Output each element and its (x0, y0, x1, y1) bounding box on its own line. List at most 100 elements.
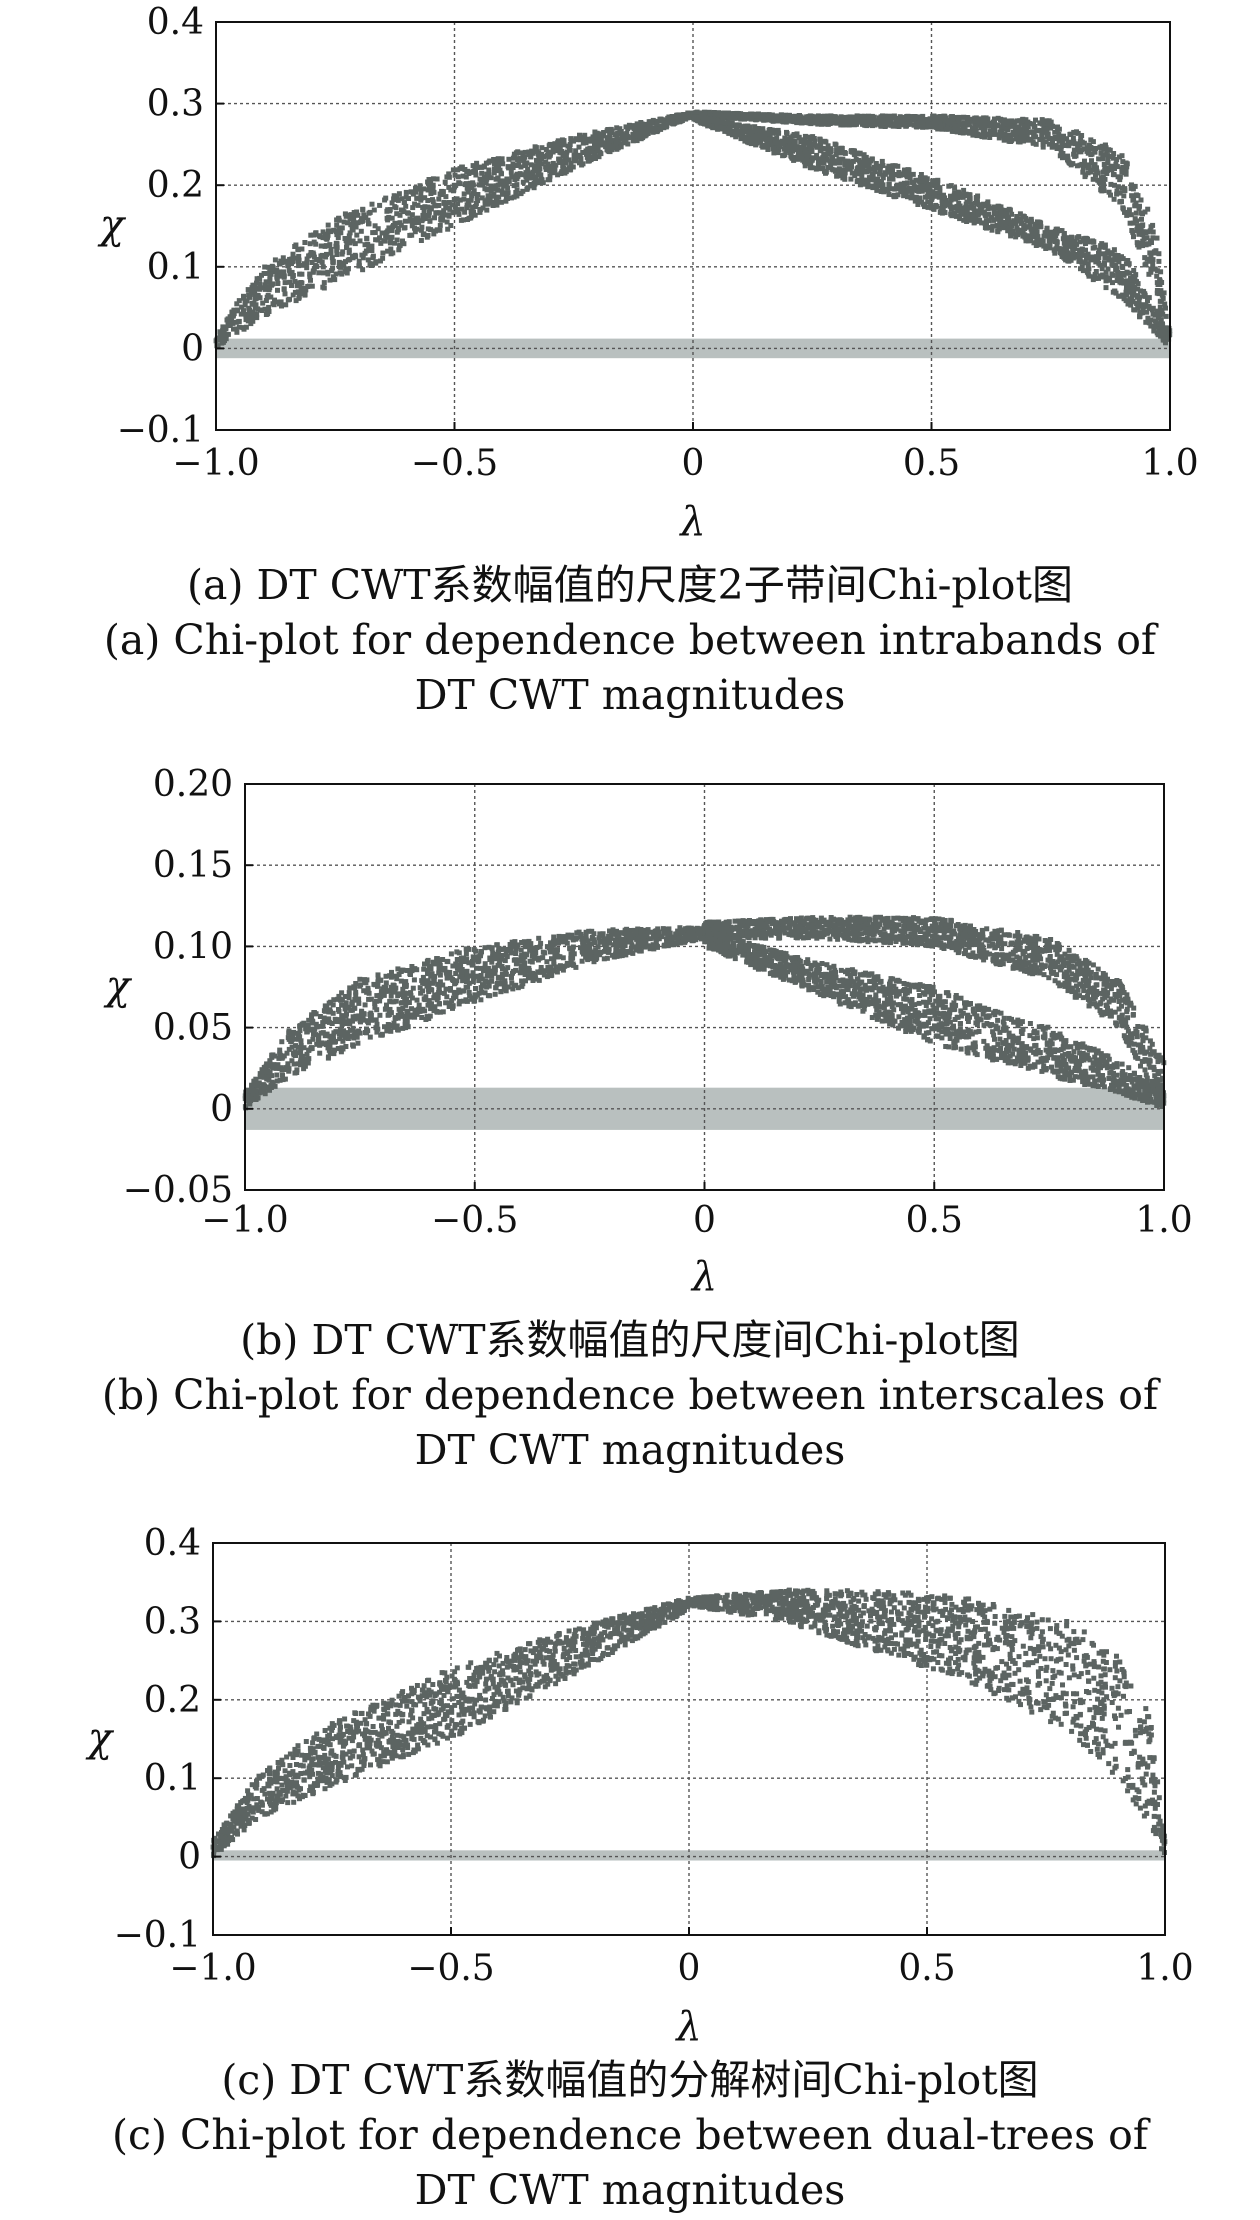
chart-a-point (217, 329, 223, 335)
chart-a-point (513, 173, 519, 179)
chart-a-point (1033, 224, 1039, 230)
chart-a-point (268, 294, 274, 300)
chart-a-point (913, 185, 919, 191)
chart-a-point (1019, 127, 1025, 133)
chart-b-point (317, 1050, 323, 1056)
chart-a-point (333, 271, 339, 277)
chart-a-point (592, 141, 597, 146)
chart-a-point (1075, 144, 1081, 150)
chart-a-point (1130, 183, 1136, 189)
chart-a-point (1118, 273, 1124, 279)
chart-a-point (722, 128, 728, 134)
chart-a-point (549, 164, 555, 170)
chart-a-point (479, 195, 485, 201)
chart-a-point (948, 193, 953, 199)
chart-a-point (1085, 251, 1091, 257)
chart-a-point (1039, 121, 1045, 127)
chart-a-point (1071, 130, 1077, 136)
chart-a-point (995, 228, 1001, 234)
chart-a-point (925, 199, 931, 205)
chart-a-point (401, 199, 407, 205)
chart-a-point (775, 150, 781, 156)
chart-a-point (738, 132, 744, 137)
chart-b-point (656, 936, 662, 942)
chart-a-point (299, 246, 305, 252)
chart-a-point (296, 263, 302, 269)
chart-a-point (1124, 164, 1130, 170)
chart-a-point (432, 215, 437, 221)
chart-a-point (320, 235, 326, 241)
chart-a-point (909, 185, 915, 191)
chart-a-point (1109, 154, 1115, 159)
chart-a-point (323, 243, 329, 249)
chart-b-point (489, 946, 495, 952)
chart-a-point (1107, 147, 1113, 153)
chart-a-point (1119, 185, 1125, 191)
chart-a-point (991, 126, 996, 132)
chart-a-point (1149, 307, 1155, 313)
chart-a-point (443, 194, 449, 200)
chart-a-point (505, 164, 511, 170)
chart-a-point (270, 264, 276, 270)
chart-a-point (866, 116, 872, 122)
chart-a-point (750, 135, 756, 141)
chart-a-point (1089, 254, 1094, 260)
chart-a-point (324, 236, 330, 242)
chart-b-point (304, 1051, 310, 1057)
chart-b-point (696, 926, 702, 932)
chart-a-point (481, 163, 487, 169)
chart-a-point (381, 238, 387, 244)
chart-a-point (559, 137, 565, 143)
chart-a-point (335, 228, 341, 234)
chart-a-point (523, 163, 529, 168)
chart-a-point (1103, 285, 1109, 291)
chart-a-point (556, 159, 562, 165)
chart-a-point (1156, 251, 1162, 257)
chart-a-point (1138, 288, 1143, 294)
chart-a-point (356, 258, 362, 264)
chart-a-point (981, 201, 987, 207)
chart-b-point (385, 1022, 391, 1027)
chart-a-point (266, 304, 272, 310)
chart-a-point (539, 145, 545, 151)
chart-b-point (340, 1038, 346, 1044)
chart-a-point (578, 137, 583, 143)
chart-a-point (365, 241, 371, 247)
chart-a-point (1002, 131, 1008, 137)
chart-a-point (484, 171, 490, 177)
chart-a-point (471, 168, 477, 174)
chart-b-point (294, 1067, 300, 1073)
chart-a-point (842, 150, 848, 156)
chart-a-point (743, 115, 749, 121)
chart-a-point (615, 145, 621, 151)
chart-a-point (1086, 273, 1092, 279)
chart-a-point (314, 264, 320, 270)
chart-a-point (580, 140, 586, 146)
chart-a-point (888, 117, 894, 123)
chart-a-point (384, 234, 390, 240)
chart-a-point (386, 214, 392, 220)
chart-a-point (895, 163, 901, 169)
chart-a-point (722, 125, 728, 131)
chart-a-ytick-label: −0.1 (117, 410, 204, 451)
chart-a-point (885, 188, 891, 194)
chart-a-point (633, 131, 639, 137)
chart-a-point (1077, 139, 1083, 145)
chart-a-point (1135, 293, 1141, 299)
chart-a-ytick-label: 0.2 (147, 165, 204, 206)
chart-b-point (330, 1002, 336, 1008)
chart-a-point (1070, 161, 1076, 167)
chart-a-point (1103, 269, 1109, 275)
chart-a-point (1137, 203, 1142, 209)
chart-a-point (1156, 315, 1161, 321)
chart-a-point (1020, 132, 1026, 138)
chart-a-point (373, 237, 379, 243)
chart-a-point (1057, 153, 1063, 159)
chart-a-point (662, 120, 668, 126)
chart-a-point (466, 186, 472, 192)
chart-a-point (784, 129, 789, 135)
chart-a-point (508, 169, 514, 175)
chart-a-point (973, 215, 978, 221)
chart-a-point (326, 228, 331, 234)
chart-b-point (349, 1001, 355, 1007)
